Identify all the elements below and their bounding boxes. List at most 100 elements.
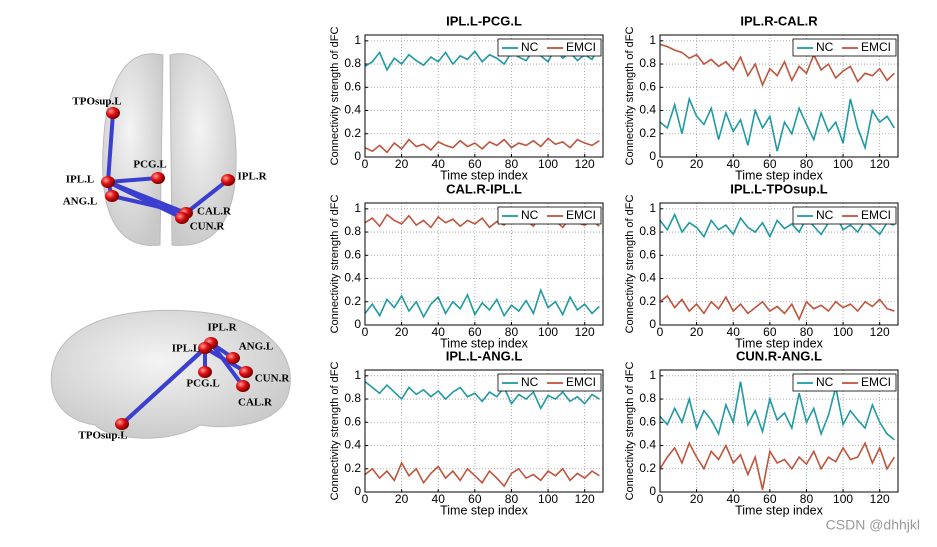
brain-sagittal-shape <box>50 309 291 439</box>
x-axis-label: Time step index <box>735 336 824 350</box>
legend-label: EMCI <box>566 375 596 389</box>
node-label: CAL.R <box>238 397 273 409</box>
x-tick-label: 40 <box>432 157 446 171</box>
node-label: IPL.R <box>207 322 237 334</box>
x-tick-label: 120 <box>870 157 890 171</box>
network-node <box>236 380 250 392</box>
y-tick-label: 1 <box>649 33 656 47</box>
network-edge <box>106 111 115 184</box>
y-tick-label: 0.4 <box>344 271 361 285</box>
node-label: CAL.R <box>197 206 232 218</box>
series-line <box>364 137 600 154</box>
y-tick-label: 0 <box>354 484 361 498</box>
x-tick-label: 120 <box>575 325 595 339</box>
x-tick-label: 100 <box>538 325 558 339</box>
x-tick-label: 100 <box>538 157 558 171</box>
y-tick-label: 0.6 <box>344 247 361 261</box>
y-tick-label: 0.4 <box>344 103 361 117</box>
network-edge <box>209 341 245 388</box>
y-tick-label: 0.2 <box>344 461 361 475</box>
node-label: CUN.R <box>255 373 291 385</box>
x-tick-label: 100 <box>833 492 853 506</box>
x-tick-label: 60 <box>763 325 777 339</box>
x-tick-label: 100 <box>833 157 853 171</box>
series-line <box>659 96 896 152</box>
series-line <box>659 441 896 490</box>
y-tick-label: 0.4 <box>639 271 656 285</box>
x-tick-label: 80 <box>505 325 519 339</box>
network-node <box>115 418 129 430</box>
x-tick-label: 0 <box>362 492 369 506</box>
y-tick-label: 0.2 <box>344 294 361 308</box>
chart-title: CAL.R-IPL.L <box>446 181 522 196</box>
y-tick-label: 0 <box>354 149 361 163</box>
x-tick-label: 40 <box>727 157 741 171</box>
x-tick-label: 20 <box>690 325 704 339</box>
network-node <box>106 107 120 119</box>
chart-title: IPL.R-CAL.R <box>740 13 818 28</box>
y-axis-label: Connectivity strength of dFC <box>624 27 636 166</box>
node-label: TPOsup.L <box>78 430 127 442</box>
x-tick-label: 40 <box>432 325 446 339</box>
network-node <box>198 342 212 354</box>
y-tick-label: 0.6 <box>344 79 361 93</box>
x-tick-label: 120 <box>870 325 890 339</box>
legend-label: NC <box>816 375 834 389</box>
x-tick-label: 0 <box>657 492 664 506</box>
x-tick-label: 100 <box>538 492 558 506</box>
plot-frame <box>659 202 899 326</box>
series-line <box>659 381 895 441</box>
x-tick-label: 60 <box>468 157 482 171</box>
y-tick-label: 1 <box>354 33 361 47</box>
node-label: PCG.L <box>186 378 219 390</box>
network-node <box>226 352 240 364</box>
plot-frame <box>364 34 604 158</box>
y-tick-label: 0.2 <box>639 461 656 475</box>
y-tick-label: 0.8 <box>344 391 361 405</box>
legend-label: EMCI <box>861 40 891 54</box>
node-label: ANG.L <box>63 196 98 208</box>
x-tick-label: 120 <box>870 492 890 506</box>
y-tick-label: 0.6 <box>639 414 656 428</box>
y-tick-label: 0.2 <box>639 126 656 140</box>
y-tick-label: 0.6 <box>344 414 361 428</box>
series-line <box>659 212 895 239</box>
x-tick-label: 60 <box>468 325 482 339</box>
y-tick-label: 0 <box>649 317 656 331</box>
node-label: IPL.L <box>172 343 200 355</box>
x-tick-label: 0 <box>362 325 369 339</box>
y-axis-label: Connectivity strength of dFC <box>624 362 636 501</box>
y-tick-label: 0 <box>649 484 656 498</box>
y-tick-label: 1 <box>649 368 656 382</box>
chart-title: IPL.L-ANG.L <box>446 348 523 363</box>
chart-title: IPL.L-PCG.L <box>446 13 522 28</box>
network-edge <box>110 194 188 215</box>
legend-label: EMCI <box>566 40 596 54</box>
y-tick-label: 1 <box>354 201 361 215</box>
y-axis-label: Connectivity strength of dFC <box>329 195 341 334</box>
y-tick-label: 0.8 <box>639 56 656 70</box>
series-line <box>364 380 600 411</box>
node-label: IPL.R <box>237 171 267 183</box>
y-axis-label: Connectivity strength of dFC <box>624 195 636 334</box>
network-node <box>198 366 212 378</box>
legend-label: NC <box>816 40 834 54</box>
y-tick-label: 0 <box>649 149 656 163</box>
x-tick-label: 120 <box>575 157 595 171</box>
y-tick-label: 0.8 <box>639 224 656 238</box>
x-tick-label: 80 <box>800 492 814 506</box>
plot-frame <box>659 34 899 158</box>
network-node <box>239 366 253 378</box>
x-axis-label: Time step index <box>440 168 529 182</box>
network-edge <box>120 341 213 426</box>
y-tick-label: 0 <box>354 317 361 331</box>
legend-label: NC <box>521 208 539 222</box>
legend-label: EMCI <box>861 375 891 389</box>
series-line <box>659 43 895 88</box>
x-tick-label: 20 <box>395 492 409 506</box>
y-axis-label: Connectivity strength of dFC <box>329 362 341 501</box>
node-label: ANG.L <box>239 341 274 353</box>
legend-label: NC <box>521 40 539 54</box>
y-tick-label: 0.2 <box>639 294 656 308</box>
